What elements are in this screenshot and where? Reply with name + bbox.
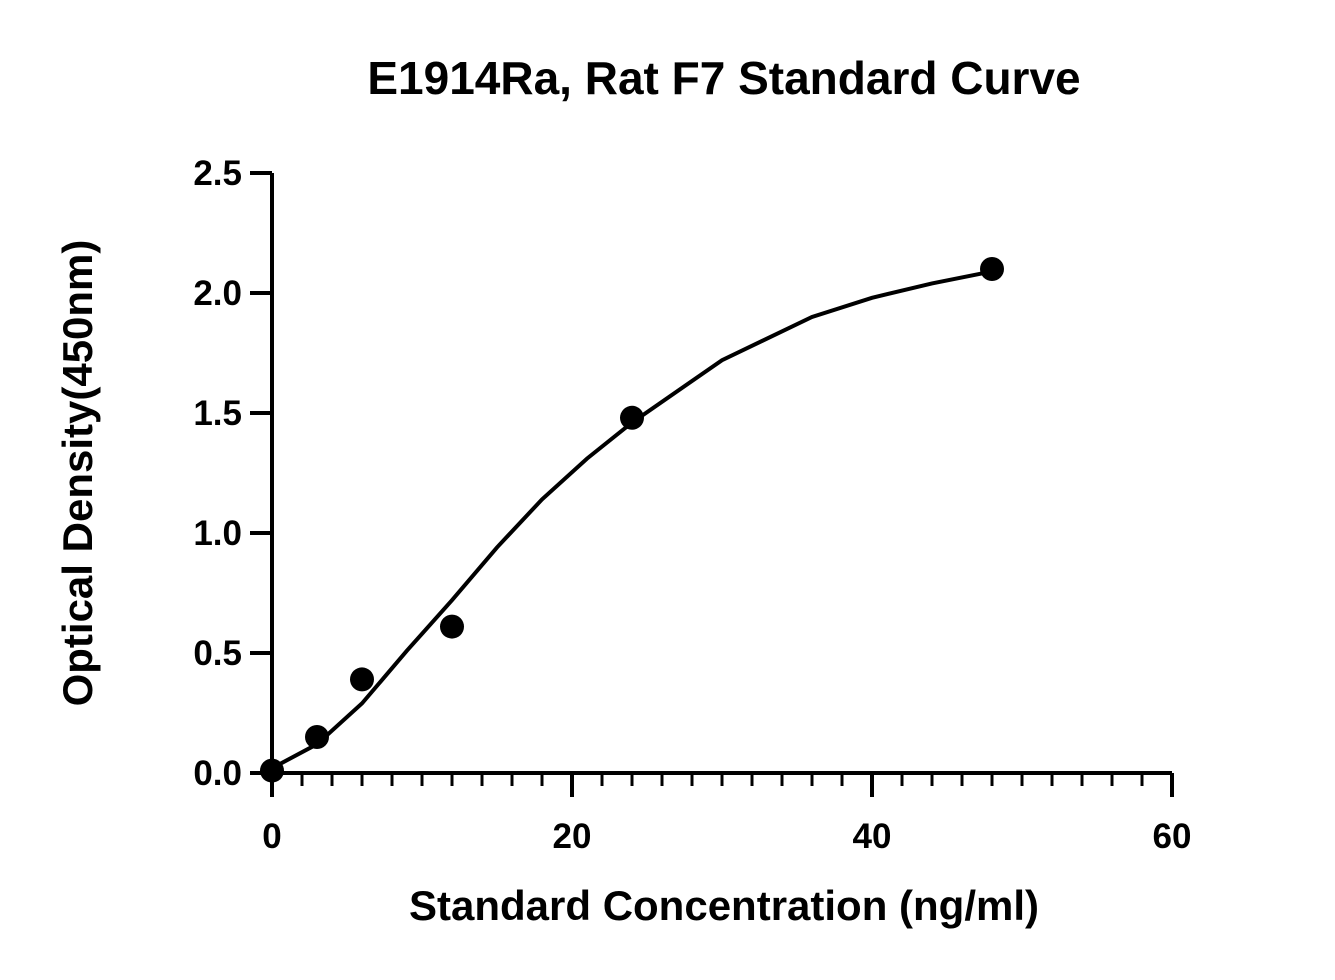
data-point bbox=[980, 257, 1004, 281]
y-tick-label: 2.0 bbox=[193, 274, 242, 313]
x-tick-label: 20 bbox=[553, 817, 592, 856]
x-tick-label: 0 bbox=[262, 817, 281, 856]
y-tick-label: 0.5 bbox=[193, 634, 242, 673]
x-axis-label: Standard Concentration (ng/ml) bbox=[409, 882, 1039, 929]
data-point bbox=[440, 614, 464, 639]
x-tick-label: 60 bbox=[1153, 817, 1192, 856]
y-tick-label: 2.5 bbox=[193, 154, 242, 193]
y-axis-label: Optical Density(450nm) bbox=[54, 240, 101, 707]
y-tick-label: 1.5 bbox=[193, 394, 242, 433]
chart-title: E1914Ra, Rat F7 Standard Curve bbox=[367, 52, 1080, 104]
y-tick-label: 1.0 bbox=[193, 514, 242, 553]
data-point bbox=[305, 725, 329, 749]
y-tick-label: 0.0 bbox=[193, 754, 242, 793]
data-point bbox=[350, 667, 374, 692]
data-point bbox=[260, 758, 284, 783]
fit-curve bbox=[271, 269, 993, 770]
data-point bbox=[620, 405, 644, 430]
x-tick-label: 40 bbox=[853, 817, 892, 856]
